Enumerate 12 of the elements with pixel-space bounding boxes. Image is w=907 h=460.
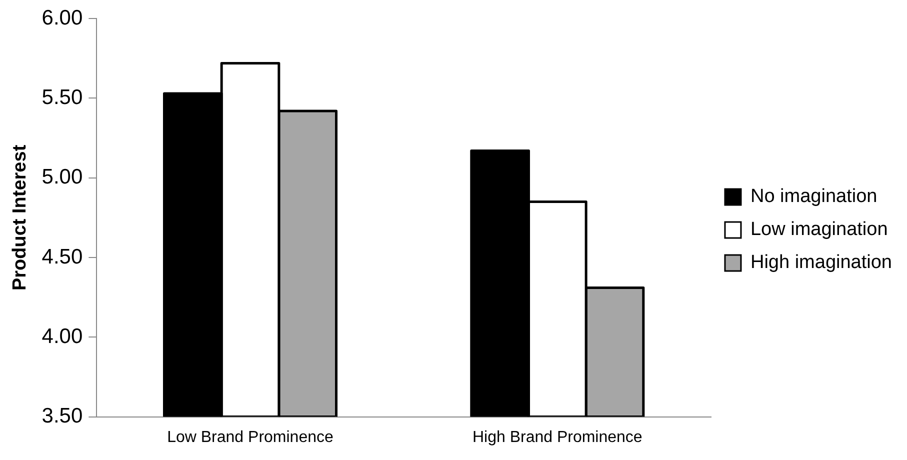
legend-label: No imagination	[750, 186, 878, 208]
legend-label: High imagination	[750, 252, 892, 274]
y-tick-label: 4.00	[42, 324, 83, 348]
y-tick-label: 3.50	[42, 404, 83, 428]
y-tick-label: 6.00	[42, 6, 83, 30]
x-tick-label: High Brand Prominence	[472, 428, 642, 446]
y-tick-label: 4.50	[42, 245, 83, 268]
y-tick-label: 5.00	[42, 166, 83, 189]
y-tick-label: 5.50	[42, 86, 83, 110]
y-axis-title: Product Interest	[10, 144, 31, 291]
x-tick-label: Low Brand Prominence	[167, 428, 334, 446]
legend-label: Low imagination	[750, 219, 888, 240]
